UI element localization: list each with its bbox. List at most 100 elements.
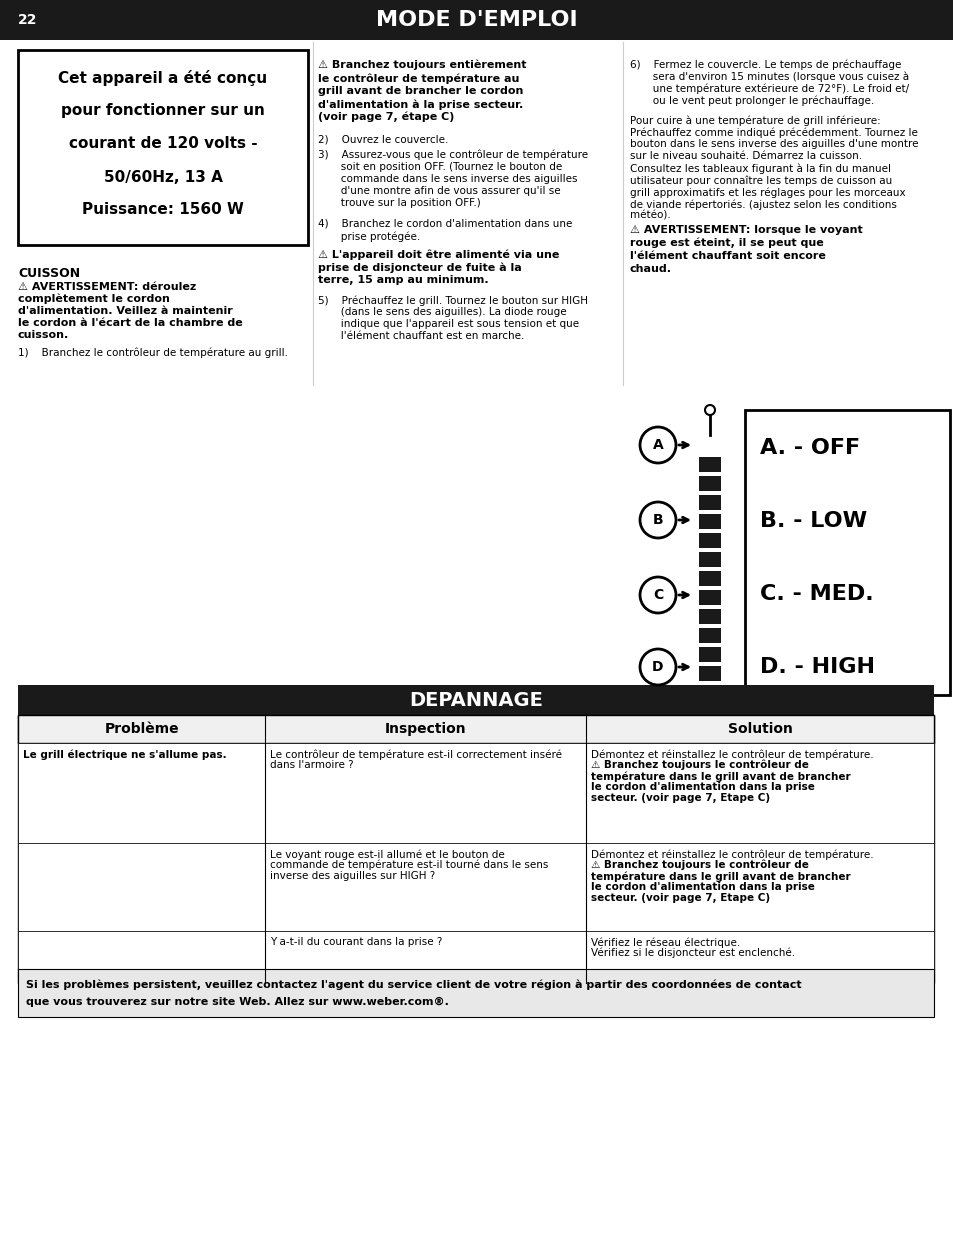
Text: 22: 22 [18,14,37,27]
Text: que vous trouverez sur notre site Web. Allez sur www.weber.com®.: que vous trouverez sur notre site Web. A… [26,997,449,1007]
Text: ⚠ Branchez toujours entièrement: ⚠ Branchez toujours entièrement [317,61,526,70]
Text: Vérifiez si le disjoncteur est enclenché.: Vérifiez si le disjoncteur est enclenché… [590,948,794,958]
Text: Pour cuire à une température de grill inférieure:: Pour cuire à une température de grill in… [629,115,880,126]
Text: Le grill électrique ne s'allume pas.: Le grill électrique ne s'allume pas. [23,748,227,760]
Text: l'élément chauffant est en marche.: l'élément chauffant est en marche. [317,331,524,341]
Bar [18,743,933,844]
Text: CUISSON: CUISSON [18,267,80,280]
Text: Démontez et réinstallez le contrôleur de température.: Démontez et réinstallez le contrôleur de… [590,748,873,760]
Text: météo).: météo). [629,211,670,221]
Text: Vérifiez le réseau électrique.: Vérifiez le réseau électrique. [590,937,740,947]
Text: Inspection: Inspection [384,722,466,736]
Text: Problème: Problème [104,722,179,736]
Bar [699,475,720,492]
Text: de viande répertoriés. (ajustez selon les conditions: de viande répertoriés. (ajustez selon le… [629,199,896,210]
Text: indique que l'appareil est sous tension et que: indique que l'appareil est sous tension … [317,319,578,329]
Text: A. - OFF: A. - OFF [760,438,860,458]
Text: ⚠ Branchez toujours le contrôleur de: ⚠ Branchez toujours le contrôleur de [590,760,808,771]
Text: complètement le cordon: complètement le cordon [18,294,170,305]
Text: trouve sur la position OFF.): trouve sur la position OFF.) [317,198,480,207]
Bar [699,666,720,680]
Bar [0,0,953,40]
Text: 50/60Hz, 13 A: 50/60Hz, 13 A [104,169,222,184]
Text: 6)    Fermez le couvercle. Le temps de préchauffage: 6) Fermez le couvercle. Le temps de préc… [629,61,901,70]
Text: secteur. (voir page 7, Etape C): secteur. (voir page 7, Etape C) [590,893,769,903]
Text: commande dans le sens inverse des aiguilles: commande dans le sens inverse des aiguil… [317,174,577,184]
Text: Y a-t-il du courant dans la prise ?: Y a-t-il du courant dans la prise ? [270,937,442,947]
Bar [699,514,720,529]
Bar [18,715,933,983]
Text: une température extérieure de 72°F). Le froid et/: une température extérieure de 72°F). Le … [629,84,908,95]
Text: d'alimentation à la prise secteur.: d'alimentation à la prise secteur. [317,99,522,110]
Bar [699,495,720,510]
Text: température dans le grill avant de brancher: température dans le grill avant de branc… [590,871,850,882]
Text: Consultez les tableaux figurant à la fin du manuel: Consultez les tableaux figurant à la fin… [629,163,890,173]
Bar [699,590,720,605]
Text: ou le vent peut prolonger le préchauffage.: ou le vent peut prolonger le préchauffag… [629,96,873,106]
Text: ⚠ Branchez toujours le contrôleur de: ⚠ Branchez toujours le contrôleur de [590,860,808,871]
Text: B: B [652,513,662,527]
Text: d'alimentation. Veillez à maintenir: d'alimentation. Veillez à maintenir [18,306,233,316]
Text: grill approximatifs et les réglages pour les morceaux: grill approximatifs et les réglages pour… [629,186,904,198]
Bar [18,685,933,715]
Text: utilisateur pour connaître les temps de cuisson au: utilisateur pour connaître les temps de … [629,175,891,185]
Text: 1)    Branchez le contrôleur de température au grill.: 1) Branchez le contrôleur de température… [18,347,288,357]
Bar [18,931,933,969]
Text: (voir page 7, étape C): (voir page 7, étape C) [317,112,454,122]
Text: Cet appareil a été conçu: Cet appareil a été conçu [58,70,267,86]
Text: courant de 120 volts -: courant de 120 volts - [69,137,257,152]
Text: inverse des aiguilles sur HIGH ?: inverse des aiguilles sur HIGH ? [270,871,436,881]
Bar [699,571,720,585]
Text: le cordon d'alimentation dans la prise: le cordon d'alimentation dans la prise [590,782,814,792]
Text: secteur. (voir page 7, Etape C): secteur. (voir page 7, Etape C) [590,793,769,803]
Text: prise protégée.: prise protégée. [317,231,420,242]
Text: 2)    Ouvrez le couvercle.: 2) Ouvrez le couvercle. [317,135,448,144]
Text: 4)    Branchez le cordon d'alimentation dans une: 4) Branchez le cordon d'alimentation dan… [317,219,572,228]
Text: commande de température est-il tourné dans le sens: commande de température est-il tourné da… [270,860,548,871]
Text: 3)    Assurez-vous que le contrôleur de température: 3) Assurez-vous que le contrôleur de tem… [317,149,587,161]
Text: pour fonctionner sur un: pour fonctionner sur un [61,104,265,119]
Text: prise de disjoncteur de fuite à la: prise de disjoncteur de fuite à la [317,263,521,273]
Text: D. - HIGH: D. - HIGH [760,657,874,677]
Bar [699,647,720,662]
Text: Solution: Solution [727,722,792,736]
Text: cuisson.: cuisson. [18,330,70,340]
Text: Le voyant rouge est-il allumé et le bouton de: Le voyant rouge est-il allumé et le bout… [270,848,504,860]
Bar [699,629,720,643]
Bar [744,410,949,695]
Text: Si les problèmes persistent, veuillez contactez l'agent du service client de vot: Si les problèmes persistent, veuillez co… [26,979,801,989]
Bar [18,715,933,743]
Text: ⚠ AVERTISSEMENT: lorsque le voyant: ⚠ AVERTISSEMENT: lorsque le voyant [629,225,862,235]
Text: le contrôleur de température au: le contrôleur de température au [317,73,518,84]
Text: Préchauffez comme indiqué précédemment. Tournez le: Préchauffez comme indiqué précédemment. … [629,127,917,137]
Text: d'une montre afin de vous assurer qu'il se: d'une montre afin de vous assurer qu'il … [317,186,560,196]
Text: l'élément chauffant soit encore: l'élément chauffant soit encore [629,251,825,261]
Text: ⚠ AVERTISSEMENT: déroulez: ⚠ AVERTISSEMENT: déroulez [18,282,196,291]
Bar [699,552,720,567]
Text: le cordon à l'écart de la chambre de: le cordon à l'écart de la chambre de [18,317,242,329]
Text: C: C [652,588,662,601]
Text: dans l'armoire ?: dans l'armoire ? [270,760,354,769]
Text: C. - MED.: C. - MED. [760,584,873,604]
Text: chaud.: chaud. [629,264,671,274]
Text: Puissance: 1560 W: Puissance: 1560 W [82,203,244,217]
Text: le cordon d'alimentation dans la prise: le cordon d'alimentation dans la prise [590,882,814,892]
Text: rouge est éteint, il se peut que: rouge est éteint, il se peut que [629,238,822,248]
Bar [699,534,720,548]
Bar [699,609,720,624]
Text: B. - LOW: B. - LOW [760,511,866,531]
Text: Démontez et réinstallez le contrôleur de température.: Démontez et réinstallez le contrôleur de… [590,848,873,860]
Bar [18,844,933,931]
Text: température dans le grill avant de brancher: température dans le grill avant de branc… [590,771,850,782]
Text: soit en position OFF. (Tournez le bouton de: soit en position OFF. (Tournez le bouton… [317,162,561,172]
Text: terre, 15 amp au minimum.: terre, 15 amp au minimum. [317,275,488,285]
Text: D: D [652,659,663,674]
Text: (dans le sens des aiguilles). La diode rouge: (dans le sens des aiguilles). La diode r… [317,308,566,317]
Text: grill avant de brancher le cordon: grill avant de brancher le cordon [317,86,523,96]
Text: sur le niveau souhaité. Démarrez la cuisson.: sur le niveau souhaité. Démarrez la cuis… [629,151,862,161]
Text: 5)    Préchauffez le grill. Tournez le bouton sur HIGH: 5) Préchauffez le grill. Tournez le bout… [317,295,587,305]
Text: DEPANNAGE: DEPANNAGE [409,690,542,709]
Bar [18,969,933,1016]
Text: MODE D'EMPLOI: MODE D'EMPLOI [375,10,578,30]
Bar [699,457,720,472]
